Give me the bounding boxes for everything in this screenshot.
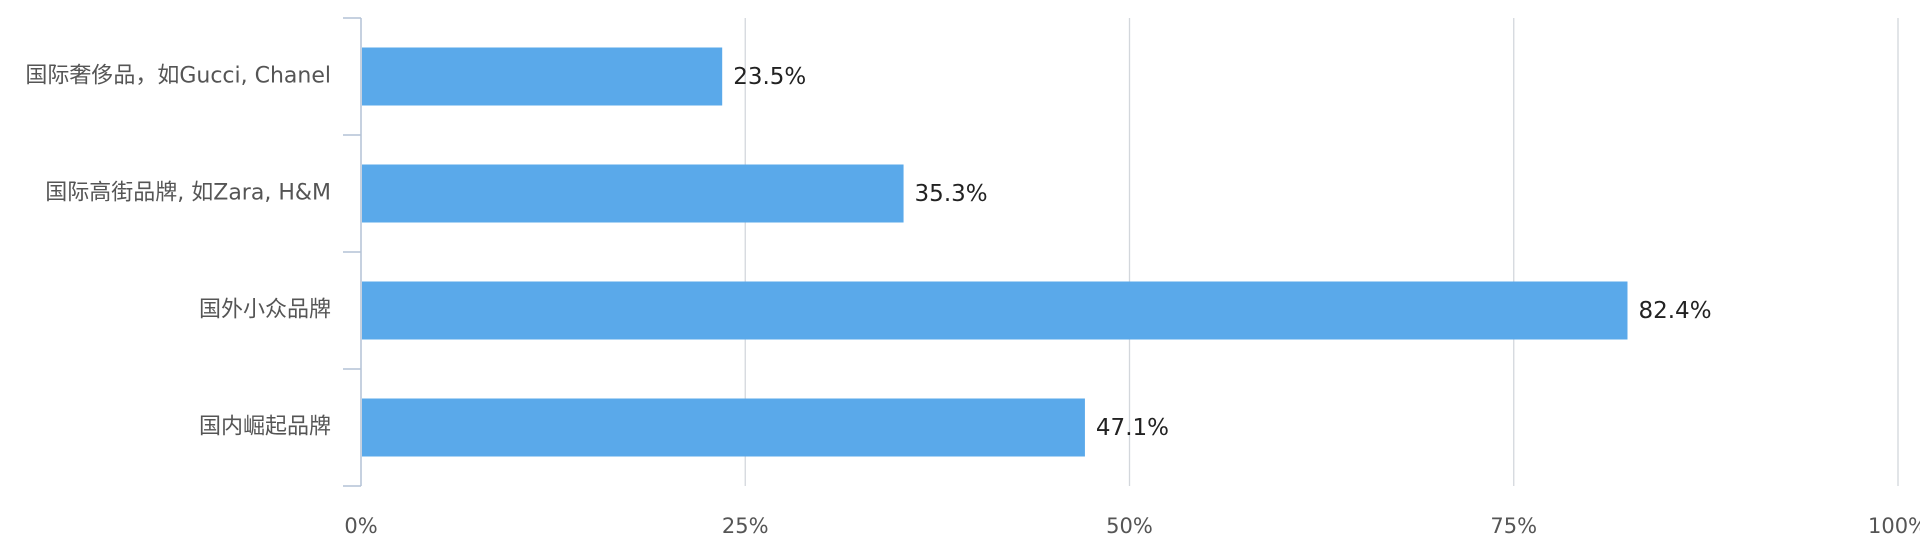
category-label: 国内崛起品牌 xyxy=(199,415,331,440)
bar-1 xyxy=(362,164,904,223)
bar-3 xyxy=(362,398,1085,457)
bar-0 xyxy=(362,47,723,106)
data-label: 82.4% xyxy=(1638,298,1711,324)
x-tick-label: 50% xyxy=(1106,514,1153,538)
data-label: 35.3% xyxy=(915,181,988,207)
category-label: 国际奢侈品，如Gucci, Chanel xyxy=(25,64,331,89)
category-label: 国际高街品牌, 如Zara, H&M xyxy=(45,181,331,206)
x-tick-label: 100% xyxy=(1868,514,1920,538)
data-label: 23.5% xyxy=(733,64,806,90)
x-tick-label: 75% xyxy=(1490,514,1537,538)
category-label: 国外小众品牌 xyxy=(199,298,331,323)
x-tick-label: 25% xyxy=(722,514,769,538)
x-tick-label: 0% xyxy=(344,514,377,538)
bar-2 xyxy=(362,281,1628,340)
data-label: 47.1% xyxy=(1096,415,1169,441)
